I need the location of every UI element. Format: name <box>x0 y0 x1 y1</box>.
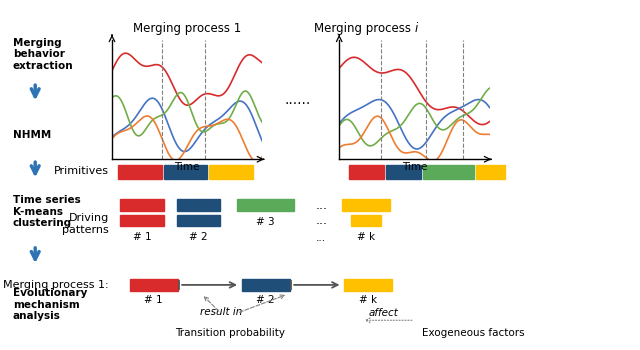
Text: NHMM: NHMM <box>13 130 51 140</box>
X-axis label: Time: Time <box>402 162 427 172</box>
Text: i: i <box>415 22 418 35</box>
Text: result in: result in <box>200 307 242 317</box>
Text: Driving
patterns: Driving patterns <box>62 213 109 235</box>
Bar <box>242 279 290 291</box>
Text: Primitives: Primitives <box>54 167 109 176</box>
Bar <box>120 199 164 211</box>
Bar <box>237 199 294 211</box>
Bar <box>351 215 381 226</box>
Text: # 1: # 1 <box>144 295 163 306</box>
Text: # 2: # 2 <box>189 232 208 243</box>
Bar <box>386 164 421 178</box>
Text: Merging process 1:: Merging process 1: <box>3 280 109 290</box>
Text: Time series
K-means
clustering: Time series K-means clustering <box>13 195 81 228</box>
Text: ...: ... <box>316 199 327 212</box>
Text: Transition probability: Transition probability <box>175 328 285 338</box>
Bar <box>344 279 392 291</box>
Text: affect: affect <box>369 308 399 318</box>
Bar <box>209 164 253 178</box>
Bar <box>423 164 474 178</box>
Text: # 3: # 3 <box>256 217 275 228</box>
Text: ...: ... <box>316 214 327 227</box>
Bar <box>342 199 390 211</box>
Text: Evolutionary
mechanism
analysis: Evolutionary mechanism analysis <box>13 288 87 321</box>
Bar <box>349 164 384 178</box>
Text: Merging
behavior
extraction: Merging behavior extraction <box>13 38 74 71</box>
Text: # 2: # 2 <box>256 295 275 306</box>
Text: Merging process 1: Merging process 1 <box>133 22 241 35</box>
Text: # 1: # 1 <box>132 232 152 243</box>
X-axis label: Time: Time <box>175 162 200 172</box>
Bar <box>120 215 164 226</box>
Text: # k: # k <box>359 295 377 306</box>
Bar <box>177 215 220 226</box>
Bar <box>164 164 207 178</box>
Bar <box>118 164 162 178</box>
Text: # k: # k <box>357 232 375 243</box>
Text: Merging process: Merging process <box>314 22 415 35</box>
Text: ...: ... <box>316 233 326 243</box>
Bar <box>476 164 505 178</box>
Bar <box>129 279 177 291</box>
Bar <box>177 199 220 211</box>
Text: ......: ...... <box>284 93 311 107</box>
Text: Exogeneous factors: Exogeneous factors <box>422 328 525 338</box>
